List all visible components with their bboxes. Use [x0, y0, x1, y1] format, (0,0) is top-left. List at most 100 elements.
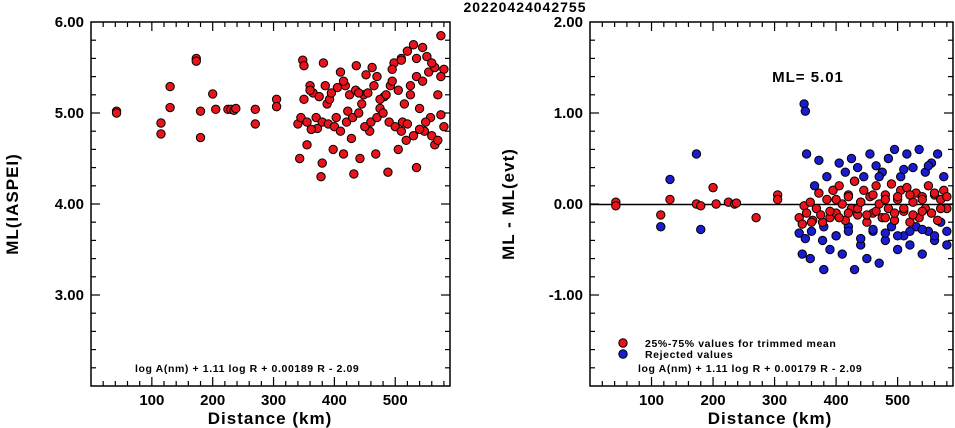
data-point [387, 64, 397, 75]
data-point [889, 144, 900, 155]
data-point [405, 90, 416, 100]
data-point [932, 215, 943, 226]
data-point [871, 181, 881, 191]
data-point [817, 235, 828, 246]
data-point [805, 197, 815, 207]
data-point [195, 106, 206, 116]
y-tick-label: 6.00 [55, 14, 84, 31]
data-point [929, 231, 940, 241]
legend-label-kept: 25%-75% values for trimmed mean [645, 338, 836, 350]
legend-marker-kept [618, 338, 628, 348]
data-point [405, 81, 416, 91]
data-point [411, 53, 422, 64]
data-point [923, 161, 934, 171]
data-point [402, 119, 413, 129]
data-point [929, 188, 940, 198]
page-title: 20220424042755 [463, 0, 586, 15]
data-point [751, 212, 761, 223]
data-point [401, 135, 411, 146]
magnitude-plot: 100 200 300 400 500 3.00 4.00 5.00 6.00 log A(nm… [3, 14, 451, 428]
data-point [905, 240, 915, 250]
data-point [837, 249, 847, 259]
data-point [837, 199, 847, 209]
data-point [271, 101, 282, 112]
x-tick-label: 200 [701, 392, 726, 409]
y-axis-label: ML(IASPEI) [3, 153, 22, 255]
data-point [942, 226, 952, 237]
data-point [250, 104, 260, 115]
data-point [439, 121, 449, 132]
data-point [436, 30, 446, 41]
data-point [656, 210, 666, 220]
data-point [393, 144, 403, 155]
data-point [711, 199, 721, 209]
y-tick-label: 1.00 [554, 105, 583, 122]
ml-annotation: ML= 5.01 [772, 69, 844, 86]
data-point [917, 194, 927, 205]
x-tick-label: 500 [885, 392, 910, 409]
data-point [942, 192, 952, 202]
x-tick-label: 300 [762, 392, 787, 409]
y-axis-label: ML - ML(evt) [499, 148, 518, 260]
data-point [411, 162, 422, 173]
data-point [856, 197, 866, 207]
data-point [316, 172, 326, 182]
y-tick-label: 4.00 [55, 196, 84, 213]
data-point [923, 181, 934, 191]
data-point [852, 162, 863, 173]
plot-frame [90, 21, 451, 387]
data-point [328, 144, 338, 155]
data-point [372, 71, 382, 82]
data-point [355, 153, 365, 164]
data-point [874, 258, 884, 268]
data-point [408, 40, 419, 50]
data-point [338, 149, 349, 159]
data-point [332, 82, 343, 93]
data-point [302, 140, 312, 150]
data-point [396, 126, 407, 136]
data-point [156, 118, 166, 128]
data-point [935, 203, 946, 214]
tick-group: 100 200 300 400 500 3.00 4.00 5.00 6.00 [55, 14, 450, 409]
tick-group: 100 200 300 400 500 -1.00 0.00 1.00 2.00 [549, 14, 953, 409]
residual-plot: 100 200 300 400 500 -1.00 0.00 1.00 2.00 ML= 5.0… [499, 14, 954, 428]
data-point [828, 185, 838, 196]
data-point [843, 226, 854, 237]
data-point [899, 164, 909, 175]
data-point [393, 85, 403, 95]
data-point [889, 208, 900, 218]
x-tick-label: 100 [139, 392, 164, 409]
data-point [862, 253, 872, 264]
data-point [871, 161, 881, 171]
data-point [902, 149, 912, 159]
data-point [886, 179, 897, 189]
data-point [825, 244, 835, 255]
data-point [880, 212, 891, 223]
data-point [871, 206, 881, 216]
data-point [806, 217, 817, 227]
x-tick-label: 200 [200, 392, 225, 409]
data-point [939, 172, 949, 182]
data-point [834, 212, 844, 223]
data-point [665, 174, 675, 185]
data-point [335, 126, 346, 136]
data-point [801, 149, 812, 159]
data-point [806, 226, 817, 237]
data-point [408, 131, 419, 141]
data-point [811, 203, 822, 214]
data-point [814, 188, 824, 198]
data-point [302, 117, 312, 127]
data-point [420, 117, 431, 127]
data-point [299, 60, 309, 71]
data-point [354, 88, 364, 98]
data-point [856, 233, 866, 244]
data-point [797, 219, 807, 229]
data-point [794, 228, 804, 238]
data-point [387, 76, 397, 86]
data-point [865, 149, 875, 159]
y-tick-label: 5.00 [55, 105, 84, 122]
data-point [349, 169, 359, 179]
data-point [346, 133, 357, 144]
data-point [908, 210, 918, 220]
